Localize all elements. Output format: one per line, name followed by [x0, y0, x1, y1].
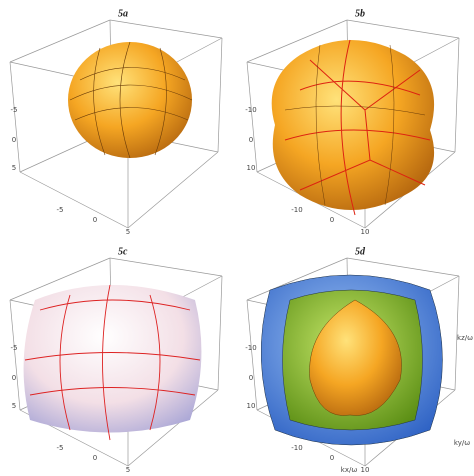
tick-label: 5: [12, 402, 16, 410]
tick-label: -10: [291, 444, 302, 452]
tick-label: 10: [361, 466, 370, 474]
tick-label: 0: [12, 136, 16, 144]
tick-label: -5: [11, 344, 18, 352]
tick-label: 5: [12, 164, 16, 172]
axis-label: ky/ω: [454, 439, 470, 447]
tick-label: 0: [330, 216, 334, 224]
box-edge: [246, 61, 258, 173]
axis-label: kx/ω: [341, 466, 358, 474]
box-edge: [9, 299, 21, 411]
tick-label: 5: [126, 466, 130, 474]
box-edge: [127, 389, 219, 467]
box-edge: [127, 151, 219, 229]
surface-a: [68, 41, 193, 159]
tick-label: 0: [93, 454, 97, 462]
box-edge: [217, 37, 223, 153]
panel-label: 5c: [118, 246, 128, 257]
tick-label: -10: [291, 206, 302, 214]
tick-label: 5: [126, 228, 130, 236]
box-edge: [454, 275, 460, 391]
box-edge: [246, 299, 258, 411]
box-edge: [19, 171, 129, 229]
tick-label: 0: [249, 374, 253, 382]
tick-label: 0: [93, 216, 97, 224]
tick-label: -5: [11, 106, 18, 114]
box-edge: [9, 19, 111, 63]
box-edge: [217, 275, 223, 391]
box-edge: [109, 257, 223, 277]
tick-label: 10: [247, 402, 256, 410]
tick-label: 0: [249, 136, 253, 144]
box-edge: [246, 257, 348, 301]
box-edge: [109, 19, 223, 39]
box-edge: [246, 19, 348, 63]
box-edge: [9, 257, 111, 301]
box-edge: [346, 257, 460, 277]
tick-label: 0: [12, 374, 16, 382]
labels: 5a -5 0 5 -5 0 5 5b -10 0 10 -10 0 10 5c -5 0 5 -5 0 5 5d -10 0…: [11, 8, 474, 474]
surface-c: [23, 284, 202, 441]
tick-label: -5: [57, 206, 64, 214]
tick-label: -10: [245, 344, 256, 352]
surface-b: [271, 39, 435, 216]
box-edge: [454, 37, 460, 153]
tick-label: 0: [330, 454, 334, 462]
tick-label: -5: [57, 444, 64, 452]
panel-label: 5a: [118, 8, 128, 19]
panel-label: 5d: [355, 246, 366, 257]
panel-label: 5b: [355, 8, 365, 19]
tick-label: 10: [247, 164, 256, 172]
surface-d: [260, 274, 443, 446]
axis-label: kz/ω: [457, 334, 473, 342]
box-edge: [346, 19, 460, 39]
tick-label: 10: [361, 228, 370, 236]
tick-label: -10: [245, 106, 256, 114]
box-edge: [9, 61, 21, 173]
